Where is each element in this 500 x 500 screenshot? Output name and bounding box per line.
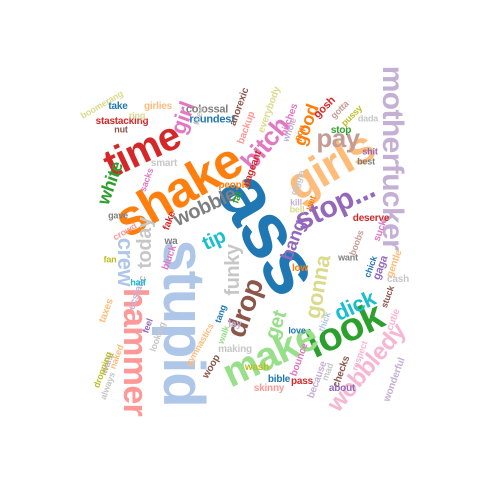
word-shit: shit	[362, 146, 378, 157]
word-lay: lay	[228, 319, 242, 330]
word-nut: nut	[114, 124, 128, 135]
word-fan: fan	[103, 254, 117, 265]
word-girlies: girlies	[143, 101, 173, 112]
word-roundest: roundest	[189, 113, 235, 126]
word-pass: pass	[291, 376, 313, 387]
word-low: low	[291, 263, 309, 274]
word-making: making	[218, 344, 252, 355]
word-half: half	[130, 277, 146, 288]
word-deserve: deserve	[352, 213, 390, 224]
word-bell: bell	[289, 204, 305, 215]
word-wa: wa	[164, 236, 178, 247]
word-gave: gave	[108, 210, 128, 221]
word-love: love	[288, 325, 306, 336]
word-ring: ring	[128, 110, 146, 121]
word-taxes: taxes	[97, 297, 116, 325]
word-skinny: skinny	[253, 383, 285, 394]
word-take: take	[108, 101, 128, 112]
word-kill: kill	[290, 197, 302, 208]
word-people: people	[218, 180, 250, 191]
word-dada: dada	[357, 113, 379, 124]
word-stop: stop	[330, 125, 352, 136]
word-smart: smart	[150, 158, 178, 169]
word-wash: wash	[244, 362, 270, 373]
word-stuck: stuck	[378, 284, 397, 310]
word-about: about	[328, 383, 356, 394]
word-today: today	[134, 217, 156, 269]
word-pay: pay	[316, 123, 360, 153]
word-bible: bible	[267, 374, 291, 385]
word-cash: cash	[387, 274, 409, 285]
word-want: want	[338, 252, 358, 263]
word-funky: funky	[222, 244, 244, 296]
word-colossal: colossal	[185, 103, 229, 116]
word-stastacking: stastacking	[95, 116, 149, 127]
word-best: best	[357, 156, 375, 167]
